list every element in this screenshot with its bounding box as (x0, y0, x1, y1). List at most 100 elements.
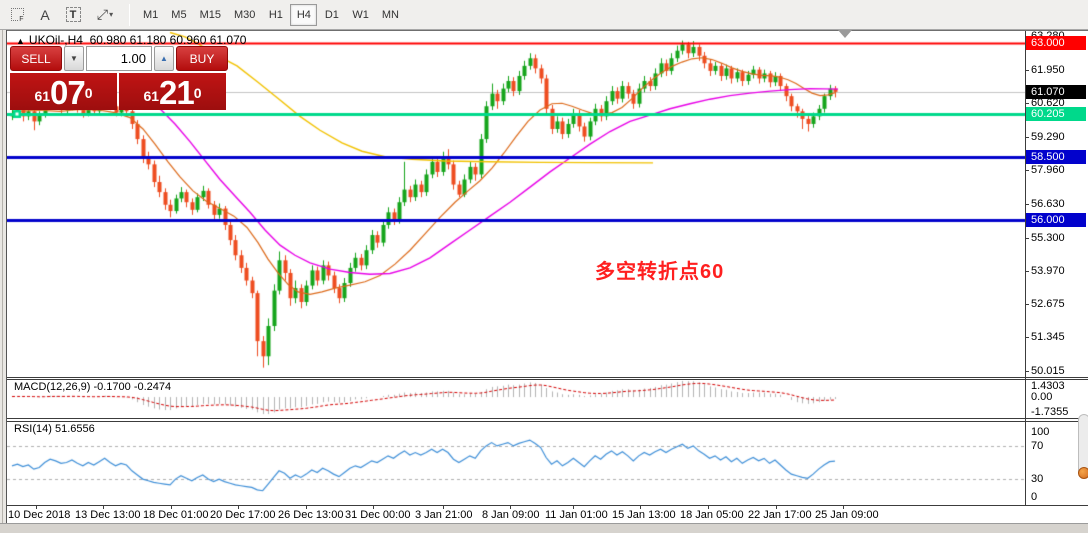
price-tick-label: 53.970 (1031, 265, 1065, 277)
price-tick-label: 52.675 (1031, 298, 1065, 310)
timeframe-button-H4[interactable]: H4 (290, 3, 318, 26)
profile-grid-button[interactable]: F (4, 3, 30, 27)
time-tick-mark (708, 505, 709, 509)
timeframe-button-M30[interactable]: M30 (228, 4, 261, 26)
buy-button[interactable]: BUY (176, 46, 228, 71)
price-level-badge: 60.205 (1026, 107, 1086, 121)
time-tick-label: 18 Jan 05:00 (680, 509, 744, 521)
volume-input[interactable] (86, 46, 152, 71)
time-tick-mark (510, 505, 511, 509)
price-level-badge: 58.500 (1026, 150, 1086, 164)
time-tick-label: 20 Dec 17:00 (210, 509, 276, 521)
sell-price-pips: 07 (50, 74, 86, 111)
ohlc-values: 60.980 61.180 60.960 61.070 (89, 33, 247, 47)
time-tick-mark (36, 505, 37, 509)
timeframe-button-D1[interactable]: D1 (318, 4, 345, 26)
scroll-thumb-icon (1078, 467, 1088, 479)
sell-price-point: 0 (84, 85, 93, 101)
time-tick-mark (171, 505, 172, 509)
toolbar: F A T ⤢ ▾ M1 M5 M15 M30 H1 H4 D1 W1 MN (0, 0, 1088, 30)
rsi-label: RSI(14) 51.6556 (14, 423, 95, 435)
buy-price-pips: 21 (159, 74, 195, 111)
price-tick-mark (1025, 337, 1029, 338)
time-tick-label: 8 Jan 09:00 (482, 509, 540, 521)
price-tick-mark (1025, 170, 1029, 171)
pane-separator-main-macd[interactable] (7, 377, 1088, 378)
price-tick-label: 57.960 (1031, 164, 1065, 176)
time-tick-mark (573, 505, 574, 509)
status-bar (0, 523, 1088, 533)
chart-text-annotation: 多空转折点60 (595, 261, 725, 283)
timeframe-button-MN[interactable]: MN (376, 4, 405, 26)
timeframe-button-H1[interactable]: H1 (262, 4, 289, 26)
pane-separator-line (7, 379, 1088, 380)
price-tick-label: 61.950 (1031, 64, 1065, 76)
timeframe-button-W1[interactable]: W1 (346, 4, 375, 26)
rsi-axis-label: 30 (1031, 473, 1044, 485)
cursor-arrows-icon: ⤢ (96, 6, 109, 22)
text-label-tool-button[interactable]: A (32, 3, 58, 27)
text-box-tool-button[interactable]: T (60, 3, 86, 27)
price-tick-mark (1025, 238, 1029, 239)
time-axis-border (7, 505, 1088, 506)
price-tick-label: 55.300 (1031, 232, 1065, 244)
price-tick-label: 51.345 (1031, 331, 1065, 343)
time-axis[interactable] (7, 505, 1088, 523)
sell-price-display[interactable]: 61 07 0 (10, 73, 117, 110)
rsi-axis-label: 100 (1031, 426, 1050, 438)
time-tick-mark (238, 505, 239, 509)
price-tick-mark (1025, 137, 1029, 138)
text-box-icon: T (65, 7, 81, 22)
time-tick-label: 26 Dec 13:00 (278, 509, 344, 521)
macd-axis-label: 0.00 (1031, 391, 1053, 403)
timeframe-button-M1[interactable]: M1 (137, 4, 164, 26)
time-tick-label: 3 Jan 21:00 (415, 509, 473, 521)
buy-price-major: 61 (143, 88, 160, 104)
sell-price-major: 61 (34, 88, 51, 104)
time-tick-mark (306, 505, 307, 509)
price-tick-label: 50.015 (1031, 365, 1065, 377)
price-level-badge: 61.070 (1026, 85, 1086, 99)
scroll-position-marker-icon (838, 30, 852, 38)
symbol-name: UKOil-,H4 (28, 33, 83, 47)
price-tick-mark (1025, 271, 1029, 272)
chevron-down-icon: ▾ (109, 10, 114, 19)
time-tick-label: 22 Jan 17:00 (748, 509, 812, 521)
time-tick-label: 13 Dec 13:00 (75, 509, 141, 521)
price-tick-label: 60.620 (1031, 97, 1065, 109)
volume-decrease-button[interactable]: ▼ (64, 46, 84, 71)
price-tick-label: 59.290 (1031, 131, 1065, 143)
macd-indicator-canvas[interactable] (7, 379, 1025, 418)
price-tick-mark (1025, 371, 1029, 372)
time-tick-mark (776, 505, 777, 509)
text-label-icon: A (40, 6, 50, 23)
price-tick-mark (1025, 70, 1029, 71)
timeframe-button-M5[interactable]: M5 (165, 4, 192, 26)
grid-f-icon: F (10, 8, 24, 23)
time-tick-mark (443, 505, 444, 509)
rsi-indicator-canvas[interactable] (7, 421, 1025, 504)
rsi-axis-label: 70 (1031, 440, 1044, 452)
macd-axis-label: -1.7355 (1031, 406, 1069, 418)
buy-price-point: 0 (193, 85, 202, 101)
time-tick-label: 15 Jan 13:00 (612, 509, 676, 521)
price-level-badge: 56.000 (1026, 213, 1086, 227)
timeframe-group: M1 M5 M15 M30 H1 H4 D1 W1 MN (137, 3, 405, 26)
pane-separator-line2 (7, 421, 1088, 422)
timeframe-button-M15[interactable]: M15 (194, 4, 227, 26)
sell-button[interactable]: SELL (10, 46, 62, 71)
axis-vertical-border (1025, 31, 1026, 505)
time-tick-label: 31 Dec 00:00 (345, 509, 411, 521)
time-tick-mark (373, 505, 374, 509)
price-tick-mark (1025, 204, 1029, 205)
pane-separator-macd-rsi[interactable] (7, 418, 1088, 419)
macd-axis-label: 1.4303 (1031, 380, 1065, 392)
buy-price-display[interactable]: 61 21 0 (119, 73, 226, 110)
price-level-badge: 63.000 (1026, 36, 1086, 50)
cursor-arrows-tool-button[interactable]: ⤢ ▾ (88, 3, 122, 27)
vertical-scroll-indicator[interactable] (1078, 414, 1088, 479)
symbol-marker-icon: ▲ (16, 36, 25, 46)
time-tick-label: 18 Dec 01:00 (143, 509, 209, 521)
volume-increase-button[interactable]: ▲ (154, 46, 174, 71)
